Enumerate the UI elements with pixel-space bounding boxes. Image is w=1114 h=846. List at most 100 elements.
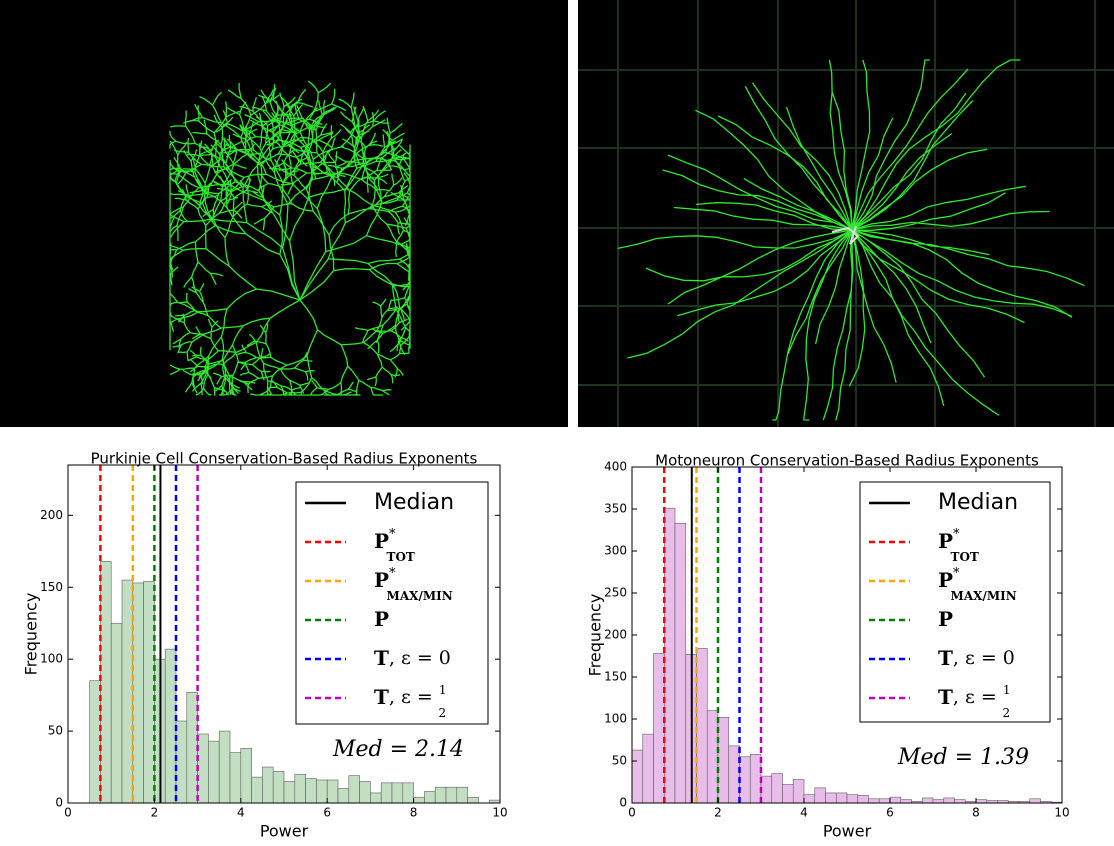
bar [165, 649, 176, 803]
x-tick-label: 10 [1054, 806, 1069, 820]
bar [90, 681, 101, 803]
y-tick-label: 200 [604, 628, 627, 642]
purkinje-image [0, 0, 568, 427]
x-tick-label: 2 [151, 806, 159, 820]
bar [295, 774, 306, 803]
bar [643, 734, 654, 803]
bar [457, 787, 468, 803]
bar [1030, 799, 1041, 803]
bar [306, 779, 317, 803]
legend-text: , ε = 0 [953, 647, 1015, 669]
median-annotation: Med = 2.14 [332, 737, 464, 762]
bar [360, 781, 371, 803]
bar [944, 798, 955, 803]
bar [718, 717, 729, 803]
x-tick-label: 4 [237, 806, 245, 820]
y-tick-label: 50 [48, 724, 63, 738]
legend-label: P [938, 607, 953, 631]
bar [793, 779, 804, 803]
bar [424, 791, 435, 803]
bar [122, 580, 133, 803]
y-tick-label: 200 [40, 508, 63, 522]
bar [729, 746, 740, 803]
bar [933, 800, 944, 803]
legend-text: 2 [1002, 706, 1010, 720]
legend-text: T [374, 685, 389, 709]
bar [111, 623, 122, 803]
bar [847, 795, 858, 803]
x-tick-label: 0 [628, 806, 636, 820]
x-tick-label: 2 [714, 806, 722, 820]
bar [783, 785, 794, 803]
y-tick-label: 0 [619, 796, 627, 810]
x-axis-label: Power [260, 822, 309, 841]
bar [392, 783, 403, 803]
legend-text: Median [374, 490, 454, 515]
bar [468, 797, 479, 803]
legend-text: 1 [439, 683, 447, 697]
legend-text: * [953, 566, 960, 581]
legend-text: , ε = 0 [389, 647, 451, 669]
legend-text: Median [938, 490, 1018, 515]
bar [901, 800, 912, 803]
legend-text: MAX/MIN [951, 589, 1017, 603]
bar [144, 582, 155, 803]
y-tick-label: 0 [55, 796, 63, 810]
y-tick-label: 150 [40, 580, 63, 594]
bar [208, 741, 219, 803]
bar [435, 787, 446, 803]
y-tick-label: 250 [604, 586, 627, 600]
x-tick-label: 8 [972, 806, 980, 820]
legend-text: T [938, 685, 953, 709]
x-tick-label: 0 [64, 806, 72, 820]
bar [836, 793, 847, 803]
y-tick-label: 50 [612, 754, 627, 768]
bar [284, 781, 295, 803]
bar [955, 800, 966, 803]
bar [922, 798, 933, 803]
x-tick-label: 6 [323, 806, 331, 820]
y-tick-label: 150 [604, 670, 627, 684]
bar [370, 793, 381, 803]
bar [826, 793, 837, 803]
bar [198, 734, 209, 803]
chart-title: Motoneuron Conservation-Based Radius Exp… [655, 452, 1039, 470]
y-tick-label: 350 [604, 502, 627, 516]
x-tick-label: 4 [800, 806, 808, 820]
bar [327, 780, 338, 803]
legend-text: * [389, 566, 396, 581]
bar [707, 711, 718, 803]
y-axis-label: Frequency [586, 594, 605, 677]
y-tick-label: 100 [40, 652, 63, 666]
bar [187, 692, 198, 803]
bar [761, 776, 772, 803]
bar [403, 783, 414, 803]
bar [869, 799, 880, 803]
bar [772, 774, 783, 803]
bar [219, 731, 230, 803]
x-axis-label: Power [823, 822, 872, 841]
bar [230, 753, 241, 803]
bar [632, 750, 643, 803]
legend-label: T, ε = 0 [374, 646, 451, 670]
bar [316, 780, 327, 803]
figure: 0501001502000246810Purkinje Cell Conserv… [0, 0, 1114, 846]
y-tick-label: 400 [604, 460, 627, 474]
legend-text: , ε = [953, 686, 1003, 708]
bar [804, 795, 815, 803]
bar [740, 757, 751, 803]
legend-label: T, ε = 0 [938, 646, 1015, 670]
legend-text: MAX/MIN [387, 589, 453, 603]
bar [414, 797, 425, 803]
legend-text: T [374, 646, 389, 670]
legend-label: Median [374, 490, 454, 515]
bar [262, 767, 273, 803]
bar [241, 748, 252, 803]
legend-text: * [953, 527, 960, 542]
bar [133, 583, 144, 803]
x-tick-label: 6 [886, 806, 894, 820]
bar [100, 561, 111, 803]
bar [697, 648, 708, 803]
y-axis-label: Frequency [22, 593, 41, 676]
bar [858, 795, 869, 803]
